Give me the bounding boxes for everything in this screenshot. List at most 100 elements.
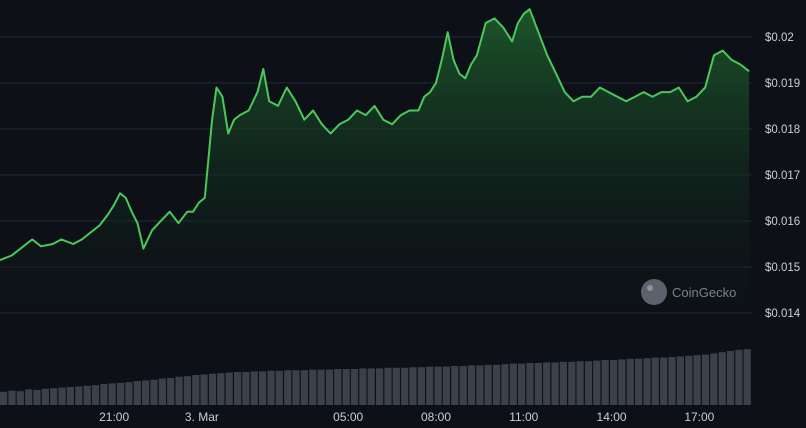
volume-bar [208,373,217,405]
volume-bar [284,370,292,405]
volume-bar [551,362,559,405]
volume-bar [426,366,434,405]
volume-bar [726,351,735,405]
volume-bar [133,381,141,405]
volume-bar [33,390,41,405]
volume-bar [75,386,83,405]
volume-bar [518,363,526,405]
volume-bar [117,382,125,405]
volume-bar [183,376,191,405]
watermark: CoinGecko [641,279,736,305]
volume-bar [50,388,58,405]
y-tick-label: $0.014 [765,308,801,320]
y-tick-label: $0.019 [765,78,800,90]
volume-bar [635,358,643,405]
volume-bars [0,349,751,405]
volume-bar [192,375,200,405]
volume-bar [292,370,300,405]
volume-bar [150,379,158,405]
volume-bar [576,361,584,405]
volume-bar [41,388,49,405]
volume-bar [501,364,509,405]
volume-bar [526,363,534,405]
volume-bar [91,385,100,405]
gecko-logo-eye [647,285,653,291]
volume-bar [676,356,684,405]
volume-bar [267,370,275,405]
volume-bar [584,361,593,405]
volume-bar [442,366,450,405]
volume-bar [735,349,743,405]
y-tick-label: $0.015 [765,262,800,274]
volume-bar [242,372,250,405]
price-line [0,8,750,262]
price-line-path [0,8,750,262]
volume-bar [0,391,8,405]
volume-bar [8,390,16,405]
volume-bar [668,357,676,405]
volume-bar [376,368,384,405]
volume-bar [710,353,718,405]
volume-bar [25,389,33,405]
volume-bar [367,368,375,405]
volume-bar [467,365,476,405]
volume-bar [493,364,501,405]
volume-bar [58,387,66,405]
volume-bar [200,374,208,405]
volume-bar [359,368,367,405]
x-tick-label: 05:00 [333,410,363,424]
volume-bar [334,369,342,405]
volume-bar [593,360,601,405]
volume-bar [384,367,392,405]
watermark-text: CoinGecko [672,285,736,300]
volume-bar [16,391,24,405]
volume-bar [643,358,651,405]
volume-bar [317,369,325,405]
volume-bar [175,376,183,405]
volume-bar [610,360,618,405]
volume-bar [300,370,308,405]
x-tick-label: 14:00 [597,410,627,424]
volume-bar [651,357,659,405]
volume-bar [451,366,459,405]
volume-bar [626,358,634,405]
x-tick-label: 17:00 [684,410,714,424]
volume-bar [250,371,258,405]
volume-bar [100,384,108,405]
volume-bar [685,355,693,405]
volume-bar [534,363,542,405]
y-tick-label: $0.02 [765,32,794,44]
volume-bar [83,385,91,405]
x-tick-label: 3. Mar [185,410,219,424]
price-area-fill [0,9,750,313]
volume-bar [618,359,626,405]
volume-bar [543,362,551,405]
x-tick-label: 11:00 [509,410,538,424]
volume-bar [342,369,350,405]
x-tick-label: 21:00 [99,410,129,424]
volume-bar [559,361,567,405]
volume-bar [275,370,283,405]
volume-bar [693,355,701,405]
volume-bar [701,354,710,405]
volume-bar [234,372,242,405]
volume-bar [417,367,425,405]
volume-bar [350,369,359,405]
y-tick-label: $0.017 [765,170,800,182]
volume-bar [401,367,409,405]
volume-bar [309,369,317,405]
volume-bar [601,360,609,405]
volume-bar [509,363,517,405]
x-tick-label: 08:00 [421,410,451,424]
volume-bar [476,365,484,405]
x-axis-ticks: 21:00 3. Mar 05:00 08:00 11:00 14:00 17:00 [99,410,715,424]
y-tick-label: $0.016 [765,216,800,228]
volume-bar [142,380,150,405]
volume-bar [259,371,267,405]
y-axis-ticks: $0.014 $0.015 $0.016 $0.017 $0.018 $0.019 $0.0… [765,32,801,320]
volume-bar [108,383,116,405]
volume-bar [718,352,726,405]
volume-bar [392,367,400,405]
